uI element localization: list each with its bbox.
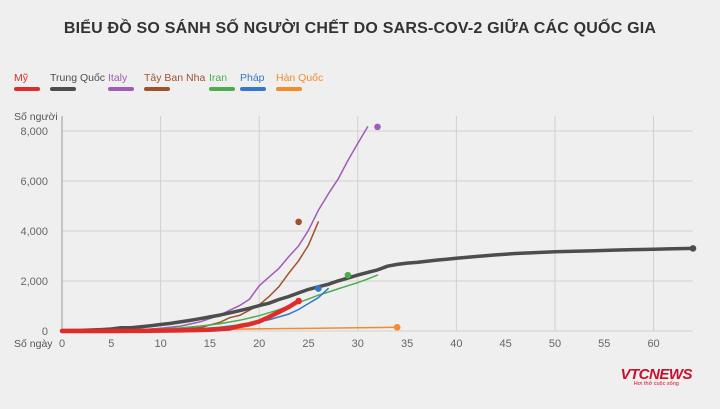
y-tick-label: 2,000 — [20, 276, 48, 288]
legend-item-phap: Pháp — [240, 72, 266, 91]
x-tick-label: 55 — [598, 338, 610, 350]
legend-label: Pháp — [240, 72, 265, 84]
legend-swatch — [276, 87, 302, 91]
x-tick-label: 25 — [302, 338, 314, 350]
y-tick-label: 4,000 — [20, 226, 48, 238]
series-line-italy — [61, 126, 369, 332]
y-tick-label: 0 — [42, 326, 48, 338]
x-tick-label: 10 — [154, 338, 166, 350]
end-marker-han-quoc — [393, 323, 401, 331]
end-marker-trung-quoc — [689, 245, 697, 252]
x-tick-label: 5 — [108, 338, 114, 350]
end-marker-italy — [374, 123, 381, 131]
series-line-my — [59, 298, 301, 334]
y-tick-label: 6,000 — [20, 176, 48, 188]
x-tick-label: 50 — [549, 338, 561, 350]
legend-label: Mỹ — [14, 72, 28, 84]
end-marker-phap — [315, 285, 322, 292]
legend-swatch — [144, 87, 170, 91]
legend-swatch — [209, 87, 235, 91]
x-tick-label: 35 — [401, 338, 413, 350]
series-line-tay-ban-nha — [61, 221, 320, 332]
legend-item-italy: Italy — [108, 72, 134, 91]
logo-tagline: Hơi thở cuộc sống — [633, 381, 679, 387]
chart-title: BIỂU ĐỒ SO SÁNH SỐ NGƯỜI CHẾT DO SARS-CO… — [63, 20, 657, 37]
x-tick-label: 30 — [352, 338, 364, 350]
end-marker-my — [295, 297, 302, 305]
vtcnews-logo: VTCNEWS Hơi thở cuộc sống — [621, 366, 693, 387]
legend-label: Hàn Quốc — [276, 72, 324, 84]
legend-item-iran: Iran — [209, 72, 235, 91]
y-tick-label: 8,000 — [20, 126, 48, 138]
series-line-trung-quoc — [60, 246, 695, 333]
legend-item-my: Mỹ — [14, 72, 40, 91]
legend-label: Iran — [209, 72, 228, 84]
x-tick-label: 0 — [59, 338, 65, 350]
legend-swatch — [240, 87, 266, 91]
legend-item-han-quoc: Hàn Quốc — [276, 72, 323, 91]
x-tick-label: 60 — [647, 338, 659, 350]
legend-label: Italy — [108, 72, 128, 84]
y-axis-title: Số người — [14, 111, 58, 123]
legend-swatch — [14, 87, 40, 91]
legend-label: Trung Quốc — [50, 72, 106, 84]
x-tick-label: 20 — [253, 338, 265, 350]
x-tick-label: 40 — [450, 338, 462, 350]
legend-item-tay-ban-nha: Tây Ban Nha — [144, 72, 205, 91]
x-tick-label: 45 — [500, 338, 512, 350]
legend-swatch — [108, 87, 134, 91]
legend-label: Tây Ban Nha — [144, 72, 206, 84]
legend-swatch — [50, 87, 76, 91]
x-axis-title: Số ngày — [14, 338, 53, 350]
end-marker-tay-ban-nha — [295, 218, 302, 226]
end-marker-iran — [344, 271, 352, 279]
x-tick-label: 15 — [204, 338, 216, 350]
logo-main-text: VTCNEWS — [620, 366, 693, 383]
legend-item-trung-quoc: Trung Quốc — [50, 72, 105, 91]
